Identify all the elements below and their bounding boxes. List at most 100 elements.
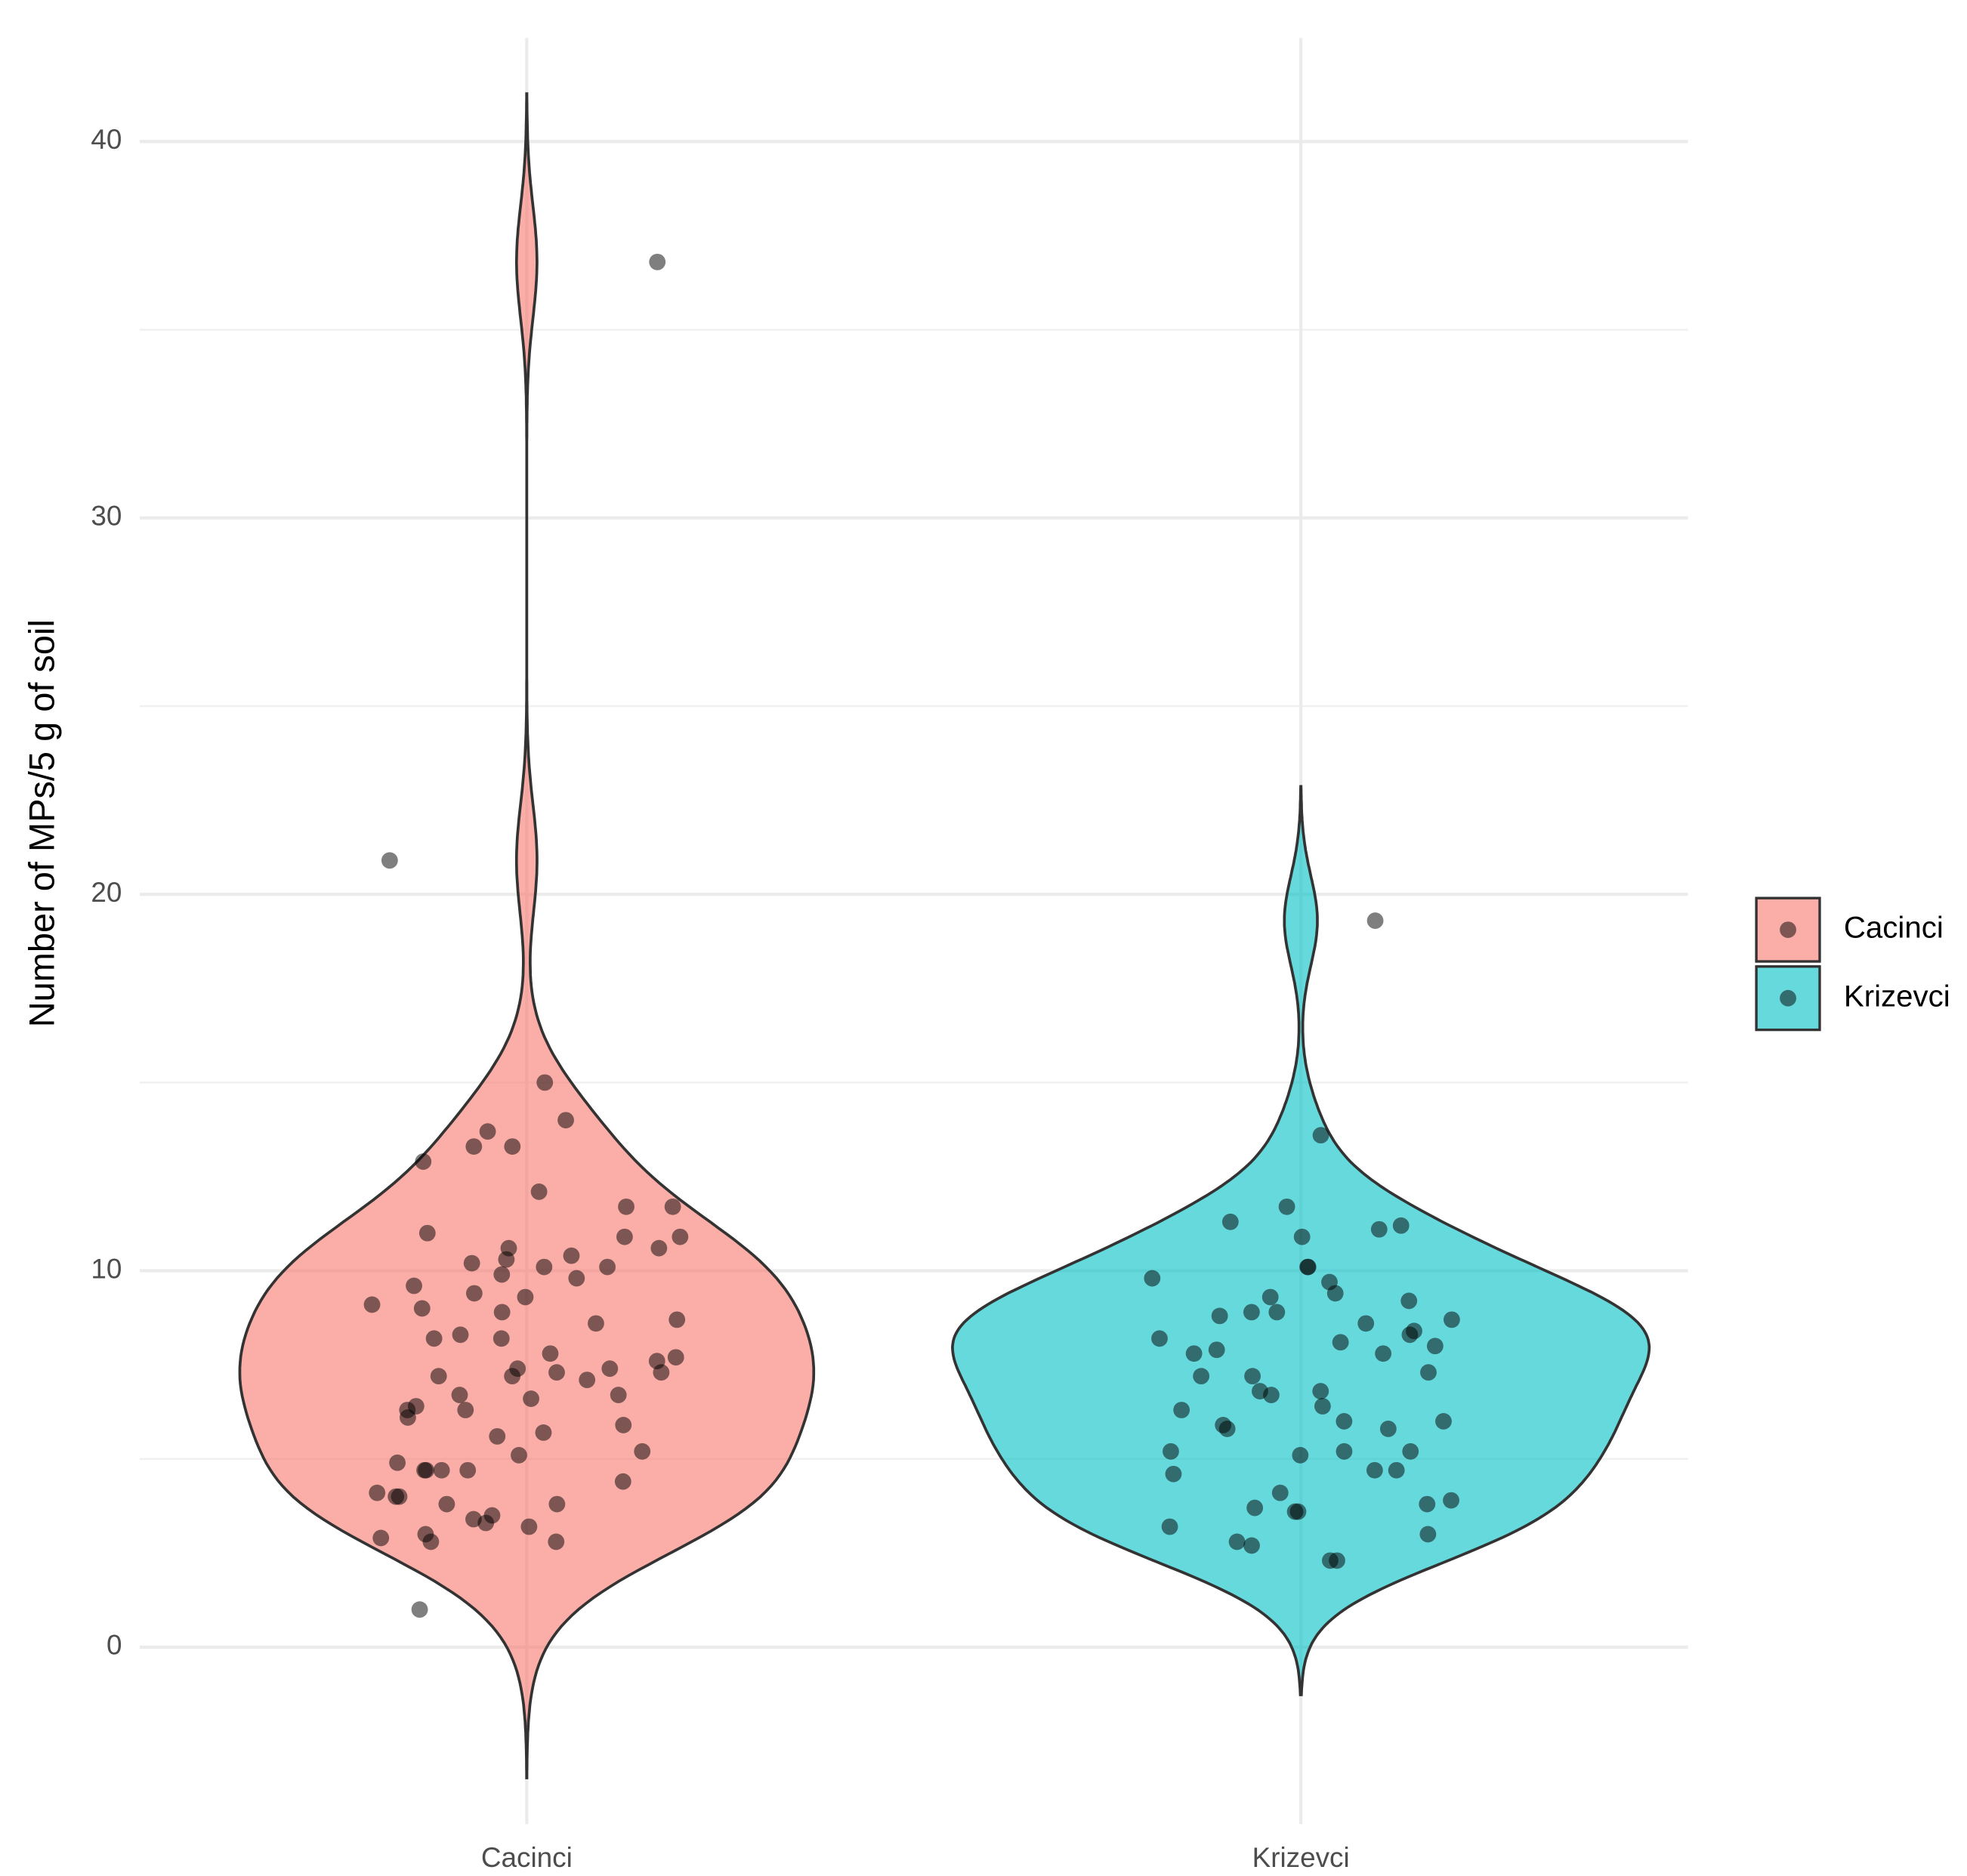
data-point xyxy=(1401,1326,1419,1344)
data-point xyxy=(618,1198,635,1215)
data-point xyxy=(1218,1421,1236,1437)
data-point xyxy=(634,1442,651,1460)
data-point xyxy=(422,1533,440,1550)
data-point xyxy=(548,1495,566,1513)
data-point xyxy=(650,1239,668,1257)
data-point xyxy=(1161,1518,1178,1535)
data-point xyxy=(430,1368,447,1385)
data-point xyxy=(1336,1413,1353,1430)
data-point xyxy=(568,1270,585,1287)
data-point xyxy=(1312,1127,1329,1144)
data-point xyxy=(389,1454,406,1471)
data-point xyxy=(530,1183,548,1200)
legend-key-point xyxy=(1780,921,1796,938)
data-point xyxy=(1244,1368,1261,1385)
data-point xyxy=(517,1288,534,1306)
data-point xyxy=(1193,1368,1210,1385)
data-point xyxy=(1375,1345,1392,1362)
data-point xyxy=(1366,1461,1383,1479)
data-point xyxy=(1366,912,1384,929)
x-tick-label: Krizevci xyxy=(1252,1842,1350,1873)
legend-label: Krizevci xyxy=(1844,979,1950,1013)
data-point xyxy=(1185,1345,1203,1362)
y-tick-label: 10 xyxy=(91,1253,122,1284)
data-point xyxy=(672,1228,689,1245)
data-point xyxy=(504,1368,521,1385)
data-point xyxy=(498,1251,515,1268)
data-point xyxy=(614,1473,631,1490)
data-point xyxy=(536,1258,553,1276)
data-point xyxy=(535,1424,552,1441)
data-point xyxy=(1208,1341,1225,1359)
data-point xyxy=(511,1446,527,1464)
data-point xyxy=(664,1198,681,1215)
data-point xyxy=(369,1484,386,1501)
data-point xyxy=(1246,1499,1264,1517)
data-point xyxy=(1370,1220,1388,1238)
data-point xyxy=(1221,1213,1239,1230)
data-point xyxy=(1292,1446,1309,1464)
data-point xyxy=(579,1372,596,1389)
data-point xyxy=(433,1461,450,1479)
y-axis-title: Number of MPs/5 g of soil xyxy=(22,619,62,1027)
data-point xyxy=(1165,1465,1182,1483)
data-point xyxy=(457,1402,474,1418)
data-point xyxy=(520,1518,538,1535)
data-point xyxy=(459,1461,477,1479)
x-tick-label: Cacinci xyxy=(481,1842,573,1873)
data-point xyxy=(548,1364,565,1381)
data-point xyxy=(1322,1552,1339,1569)
data-point xyxy=(1443,1492,1459,1509)
data-point xyxy=(1336,1442,1353,1460)
data-point xyxy=(1379,1421,1397,1437)
data-point xyxy=(493,1266,511,1283)
data-point xyxy=(1435,1413,1452,1430)
legend-key-point xyxy=(1780,989,1796,1007)
data-point xyxy=(588,1315,604,1332)
data-point xyxy=(479,1123,496,1140)
data-point xyxy=(669,1311,686,1328)
data-point xyxy=(1314,1398,1331,1415)
data-point xyxy=(1419,1495,1436,1513)
data-point xyxy=(493,1330,510,1347)
data-point xyxy=(563,1247,580,1264)
data-point xyxy=(463,1254,480,1272)
data-point xyxy=(557,1112,574,1129)
legend-label: Cacinci xyxy=(1844,911,1944,945)
data-point xyxy=(1151,1330,1168,1347)
data-point xyxy=(1243,1304,1260,1321)
data-point xyxy=(523,1390,539,1407)
data-point xyxy=(1388,1461,1405,1479)
data-point xyxy=(1173,1402,1190,1418)
data-point xyxy=(536,1074,554,1091)
data-point xyxy=(1261,1288,1279,1306)
data-point xyxy=(388,1488,405,1505)
data-point xyxy=(542,1345,559,1362)
data-point xyxy=(489,1427,506,1445)
data-point xyxy=(1228,1533,1246,1550)
data-point xyxy=(1299,1258,1316,1276)
data-point xyxy=(548,1533,565,1550)
data-point xyxy=(411,1601,428,1618)
data-point xyxy=(599,1258,616,1276)
data-point xyxy=(1357,1315,1375,1332)
data-point xyxy=(1289,1503,1307,1520)
data-point xyxy=(381,852,398,869)
data-point xyxy=(372,1529,390,1547)
data-point xyxy=(363,1296,381,1313)
data-point xyxy=(465,1138,483,1156)
data-point xyxy=(1444,1311,1460,1328)
data-point xyxy=(1420,1364,1437,1381)
data-point xyxy=(1312,1383,1329,1399)
data-point xyxy=(493,1304,511,1321)
data-point xyxy=(1144,1270,1161,1287)
data-point xyxy=(1271,1484,1289,1501)
data-point xyxy=(1263,1387,1280,1403)
data-point xyxy=(1332,1334,1349,1351)
data-point xyxy=(649,253,666,270)
data-point xyxy=(610,1387,627,1403)
data-point xyxy=(465,1285,483,1302)
data-point xyxy=(415,1153,432,1170)
data-point xyxy=(399,1409,416,1426)
